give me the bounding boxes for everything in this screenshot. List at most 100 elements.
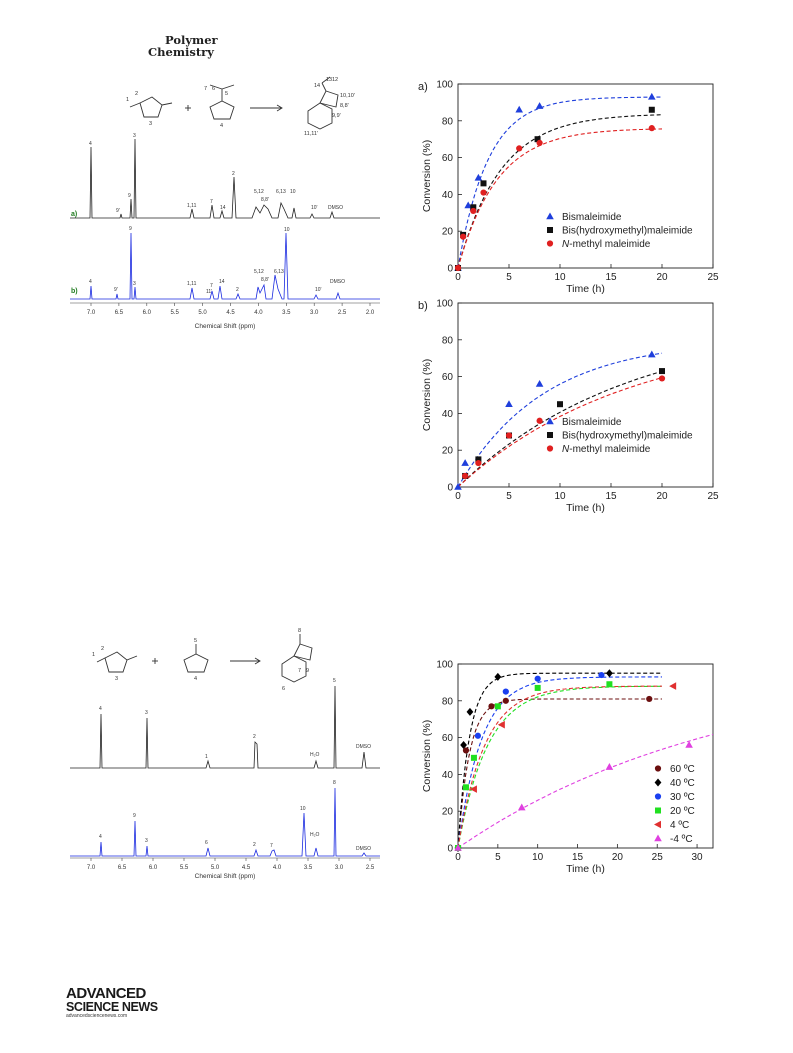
brand-url: advancedsciencenews.com <box>66 1012 128 1019</box>
trace-a-peak-labels-bottom: 4 3 1 2 5 H₂O DMSO <box>99 678 371 760</box>
conversion-chart-temperature: 0 5 10 15 20 25 30 0 20 40 60 80 100 Time (h) Conversi… <box>421 660 714 875</box>
peak-label: 10' <box>311 205 318 211</box>
journal-title-line2: Chemistry <box>148 45 214 59</box>
scheme-number: 3 <box>115 676 118 682</box>
peak-label: 4 <box>89 141 92 147</box>
legend-label: N-methyl maleimide <box>562 444 651 455</box>
scheme-number: 2 <box>101 646 104 652</box>
data-point <box>462 784 469 791</box>
legend-label: 20 ºC <box>670 806 695 817</box>
peak-label: 6 <box>205 840 208 846</box>
peak-label: 8,8' <box>261 277 269 283</box>
trace-b-label: b) <box>71 288 78 295</box>
peak-label: 3 <box>133 281 136 287</box>
legend-marker <box>547 432 553 438</box>
data-point <box>598 671 605 679</box>
peak-label: 9 <box>129 226 132 232</box>
peak-label: DMSO <box>330 279 345 285</box>
peak-label: 7 <box>210 199 213 205</box>
peak-label: 7 <box>210 283 213 289</box>
fit-curve <box>457 685 663 849</box>
nmr-tick-label: 3.0 <box>310 310 319 316</box>
peak-label: 2 <box>253 734 256 740</box>
y-axis-label: Conversion (%) <box>421 359 433 431</box>
x-axis-label: Time (h) <box>566 863 605 875</box>
data-point <box>536 417 543 424</box>
legend-marker <box>546 445 554 452</box>
data-point <box>505 400 513 407</box>
legend-label: Bismaleimide <box>562 417 622 428</box>
peak-label: 5,12 <box>254 189 264 195</box>
y-tick-label: 60 <box>442 733 454 744</box>
panel-label: a) <box>418 81 428 93</box>
y-tick-label: 20 <box>442 446 454 457</box>
nmr-figure-top: 1 2 3 4 5 6 7 14 13 12 10,10' 8,8' 9,9' … <box>70 76 380 330</box>
data-point <box>454 264 462 272</box>
nmr-tick-label: 3.5 <box>282 310 291 316</box>
nmr-tick-label: 4.0 <box>254 310 263 316</box>
nmr-tick-label: 6.5 <box>115 310 124 316</box>
data-point <box>469 785 477 793</box>
peak-label: DMSO <box>356 744 371 750</box>
peak-label: 11' <box>206 289 212 295</box>
y-tick-label: 80 <box>442 696 454 707</box>
data-point <box>648 350 656 358</box>
y-axis-label: Conversion (%) <box>421 140 433 212</box>
legend-marker <box>546 240 554 247</box>
scheme-number: 11,11' <box>304 131 318 137</box>
x-tick-label: 25 <box>652 852 664 863</box>
x-tick-label: 10 <box>532 852 544 863</box>
legend-marker <box>654 778 662 787</box>
peak-label: 5 <box>333 678 336 684</box>
peak-label: 1 <box>205 754 208 760</box>
peak-label: 9 <box>133 813 136 819</box>
data-point <box>470 754 477 761</box>
x-tick-label: 10 <box>554 491 566 502</box>
scheme-number: 14 <box>314 83 320 89</box>
legend-marker <box>655 807 661 814</box>
nmr-x-axis-label: Chemical Shift (ppm) <box>195 323 256 330</box>
fit-curve <box>457 96 662 269</box>
trace-b-peak-labels-bottom: 8 9 10 4 3 6 2 7 H₂O DMSO <box>99 780 371 852</box>
nmr-figure-bottom: 1 2 3 5 4 8 7 6 9 4 3 1 2 5 H₂O DMSO 8 9… <box>70 628 380 880</box>
scheme-number: 2 <box>135 91 138 97</box>
fit-curve <box>457 114 663 269</box>
data-point <box>480 189 487 196</box>
data-point <box>606 669 613 678</box>
x-axis-label: Time (h) <box>566 283 605 295</box>
nmr-tick-label: 6.0 <box>149 865 158 871</box>
x-tick-label: 0 <box>455 272 461 283</box>
data-point <box>454 483 462 490</box>
y-tick-label: 20 <box>442 227 454 238</box>
y-tick-label: 100 <box>436 80 453 91</box>
fit-curve <box>457 685 662 849</box>
legend-label: 4 ºC <box>670 820 689 831</box>
y-axis-label: Conversion (%) <box>421 720 433 792</box>
plot-frame <box>457 663 714 849</box>
data-point <box>534 675 541 682</box>
peak-label: 8,8' <box>261 197 269 203</box>
legend-marker <box>546 212 554 220</box>
data-point <box>502 688 509 695</box>
nmr-tick-label: 6.0 <box>143 310 152 316</box>
data-point <box>464 201 472 209</box>
y-tick-label: 0 <box>447 264 453 275</box>
y-tick-label: 80 <box>442 116 454 127</box>
data-point <box>669 682 677 690</box>
x-tick-label: 10 <box>554 272 566 283</box>
x-tick-label: 30 <box>692 852 704 863</box>
fit-curve <box>457 733 714 849</box>
legend-marker <box>654 793 662 800</box>
peak-label: 9' <box>114 287 118 293</box>
data-point <box>648 106 655 113</box>
nmr-tick-label: 5.5 <box>171 310 180 316</box>
nmr-tick-label: 4.0 <box>273 865 282 871</box>
peak-label: 9' <box>116 208 120 214</box>
y-tick-label: 80 <box>442 335 454 346</box>
trace-b-peak-labels: 9 10 4 9' 3 1,11 7 11' 14 2 5,12 8,8' 6,… <box>89 226 345 295</box>
peak-label: 2 <box>232 171 235 177</box>
legend-label: Bis(hydroxymethyl)maleimide <box>562 226 693 237</box>
data-point <box>502 697 509 704</box>
legend-marker <box>654 765 662 772</box>
data-point <box>646 695 653 703</box>
